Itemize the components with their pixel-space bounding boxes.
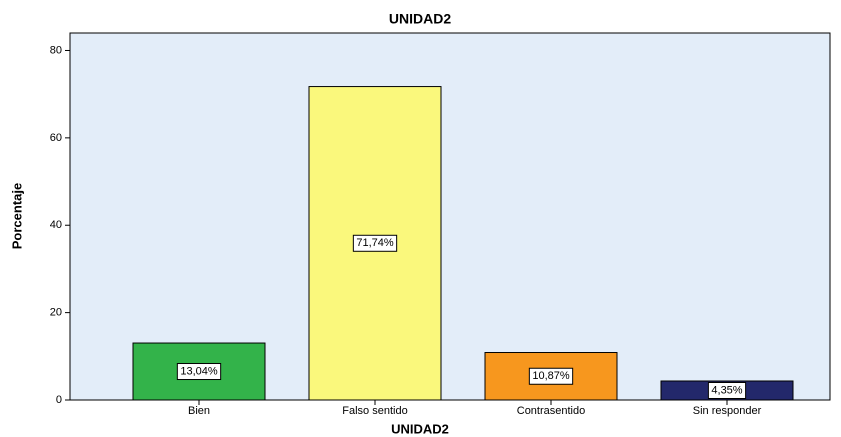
chart-title: UNIDAD2 (389, 11, 451, 27)
y-axis-title: Porcentaje (9, 183, 24, 249)
data-label: 71,74% (356, 237, 394, 249)
data-label-box (707, 381, 747, 399)
data-label: 10,87% (532, 370, 570, 382)
y-tick-label: 40 (50, 219, 62, 231)
data-label: 13,04% (180, 365, 218, 377)
y-tick-label: 20 (50, 307, 62, 319)
data-label-box (176, 363, 222, 381)
y-tick-label: 60 (50, 132, 62, 144)
y-tick-label: 80 (50, 44, 62, 56)
x-axis-title: UNIDAD2 (391, 421, 449, 436)
data-label-box (352, 234, 398, 252)
x-tick-label: Sin responder (693, 405, 762, 417)
data-label-box (528, 367, 574, 385)
plot-area (69, 32, 831, 401)
y-tick-label: 0 (56, 394, 62, 406)
data-label: 4,35% (711, 384, 742, 396)
x-tick-label: Contrasentido (517, 405, 586, 417)
x-tick-label: Falso sentido (342, 405, 407, 417)
x-tick-label: Bien (188, 405, 210, 417)
